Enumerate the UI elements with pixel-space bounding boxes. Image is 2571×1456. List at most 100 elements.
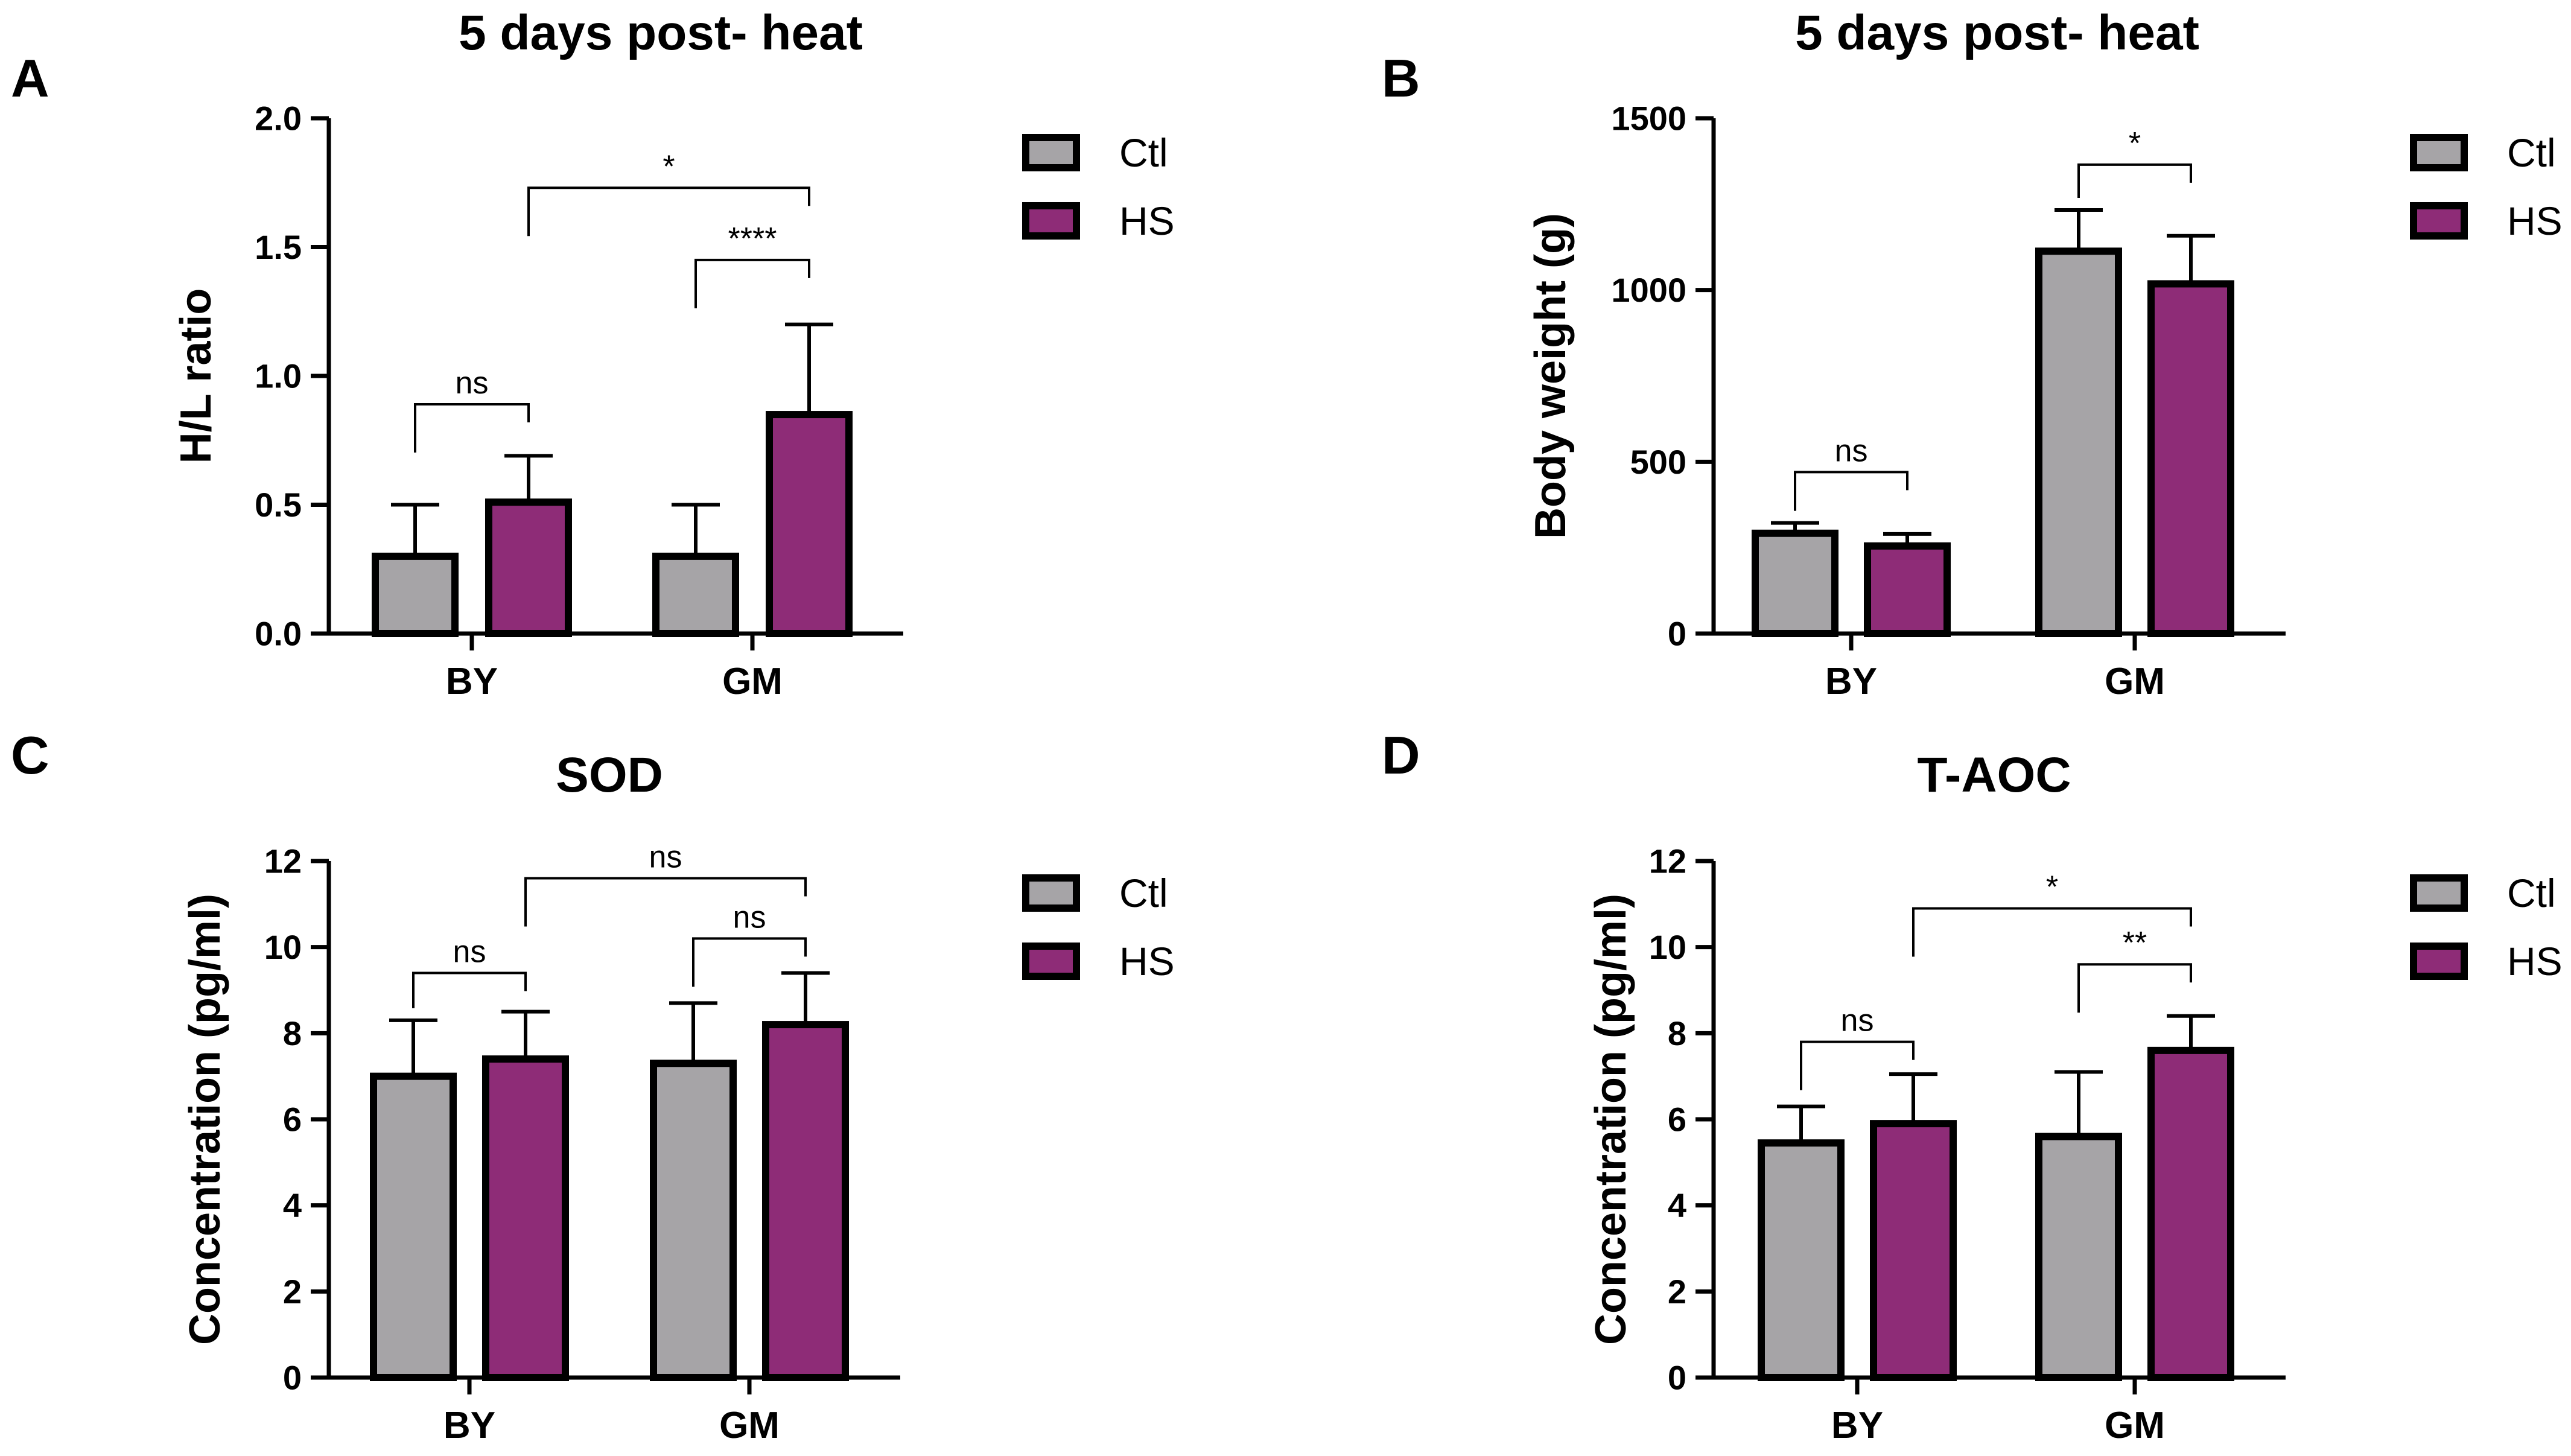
y-tick-label: 0 — [1668, 1359, 1686, 1397]
panel-a: A 5 days post- heat H/L ratio 0.0 0.5 1.0 1.5 2… — [11, 5, 1175, 702]
y-axis-label: H/L ratio — [172, 288, 220, 464]
significance-bracket — [2077, 163, 2192, 199]
legend-swatch-hs — [1022, 202, 1080, 240]
significance-label: **** — [728, 221, 777, 256]
legend-label-ctl: Ctl — [1119, 871, 1168, 915]
bar-hs-gm — [766, 411, 853, 637]
x-tick-label: GM — [2105, 1405, 2165, 1446]
bar-ctl-gm — [2035, 247, 2122, 638]
y-tick-label: 10 — [1649, 928, 1686, 966]
legend-swatch-ctl — [1022, 874, 1080, 912]
y-tick-label: 500 — [1630, 443, 1686, 481]
legend-swatch-ctl — [2410, 874, 2468, 912]
significance-bracket — [527, 186, 810, 237]
y-tick-label: 10 — [264, 928, 302, 966]
panel-d: D T-AOC Concentration (pg/ml) 0 2 4 6 8 10 12 BY GM… — [1382, 725, 2563, 1446]
chart-title: 5 days post- heat — [459, 5, 863, 60]
x-tick-label: GM — [719, 1405, 780, 1446]
significance-bracket — [414, 402, 530, 453]
x-tick-label: BY — [1831, 1405, 1883, 1446]
significance-bracket — [1912, 907, 2192, 957]
y-tick-label: 0 — [283, 1359, 302, 1397]
bar-hs-by — [1864, 542, 1951, 637]
significance-label: ns — [456, 366, 489, 401]
y-tick-label: 0.5 — [255, 486, 302, 524]
y-tick-label: 4 — [1668, 1186, 1686, 1224]
legend-swatch-ctl — [2410, 134, 2468, 171]
bar-ctl-by — [372, 552, 459, 638]
bar-ctl-by — [1752, 529, 1838, 637]
bar-ctl-by — [370, 1072, 457, 1381]
y-tick-label: 2.0 — [255, 100, 302, 138]
significance-label: * — [2046, 869, 2058, 904]
x-tick-label: GM — [722, 661, 783, 702]
x-tick-label: GM — [2105, 661, 2165, 702]
y-tick-label: 2 — [1668, 1273, 1686, 1311]
significance-bracket — [2077, 963, 2192, 1013]
y-tick-label: 1000 — [1611, 271, 1686, 309]
chart-title: T-AOC — [1917, 748, 2071, 803]
bar-hs-gm — [2147, 280, 2234, 638]
y-tick-label: 1.5 — [255, 228, 302, 266]
significance-label: * — [2129, 126, 2141, 161]
legend-label-hs: HS — [2507, 939, 2563, 984]
significance-label: ns — [453, 934, 486, 969]
y-tick-label: 6 — [283, 1101, 302, 1139]
significance-bracket — [1794, 471, 1908, 511]
y-tick-label: 2 — [283, 1273, 302, 1311]
panel-letter: A — [11, 48, 49, 108]
y-tick-label: 12 — [264, 842, 302, 880]
significance-label: * — [663, 149, 675, 184]
legend-swatch-hs — [2410, 202, 2468, 240]
y-tick-label: 0.0 — [255, 615, 302, 653]
legend-label-ctl: Ctl — [2507, 130, 2556, 175]
legend-label-hs: HS — [2507, 199, 2563, 243]
y-tick-label: 0 — [1668, 615, 1686, 653]
significance-bracket — [694, 258, 810, 308]
x-tick-label: BY — [446, 661, 498, 702]
bar-ctl-gm — [650, 1060, 737, 1382]
y-tick-label: 4 — [283, 1186, 302, 1224]
panel-letter: C — [11, 725, 49, 785]
significance-label: ns — [1841, 1003, 1874, 1038]
bar-hs-by — [1870, 1120, 1957, 1381]
significance-bracket — [1800, 1040, 1915, 1090]
significance-label: ns — [733, 900, 766, 935]
legend-swatch-hs — [1022, 943, 1080, 980]
y-tick-label: 8 — [283, 1014, 302, 1052]
y-tick-label: 12 — [1649, 842, 1686, 880]
significance-label: ** — [2123, 926, 2147, 961]
legend-label-ctl: Ctl — [1119, 130, 1168, 175]
significance-label: ns — [1835, 433, 1868, 468]
x-tick-label: BY — [1825, 661, 1877, 702]
significance-bracket — [692, 937, 807, 987]
chart-title: 5 days post- heat — [1795, 5, 2199, 60]
bar-hs-by — [482, 1055, 569, 1381]
legend-swatch-ctl — [1022, 134, 1080, 171]
legend-label-hs: HS — [1119, 939, 1175, 984]
significance-label: ns — [649, 840, 682, 875]
legend-swatch-hs — [2410, 943, 2468, 980]
y-axis-label: Body weight (g) — [1527, 213, 1575, 539]
chart-title: SOD — [556, 748, 663, 803]
panel-c: C SOD Concentration (pg/ml) 0 2 4 6 8 10 12 BY GM ns… — [11, 725, 1175, 1446]
significance-bracket — [524, 877, 807, 927]
y-tick-label: 8 — [1668, 1014, 1686, 1052]
y-tick-label: 1500 — [1611, 100, 1686, 138]
y-axis-label: Concentration (pg/ml) — [1587, 894, 1635, 1345]
y-tick-label: 6 — [1668, 1101, 1686, 1139]
bar-ctl-gm — [2035, 1133, 2122, 1381]
legend-label-ctl: Ctl — [2507, 871, 2556, 915]
bar-ctl-by — [1758, 1139, 1845, 1381]
bar-ctl-gm — [652, 552, 739, 638]
bar-hs-gm — [2147, 1046, 2234, 1382]
x-tick-label: BY — [443, 1405, 495, 1446]
panel-letter: D — [1382, 725, 1420, 785]
bar-hs-by — [485, 498, 572, 637]
panel-letter: B — [1382, 48, 1420, 108]
panel-b: B 5 days post- heat Body weight (g) 0 500 100… — [1382, 5, 2563, 702]
y-axis-label: Concentration (pg/ml) — [181, 894, 229, 1345]
legend-label-hs: HS — [1119, 199, 1175, 243]
